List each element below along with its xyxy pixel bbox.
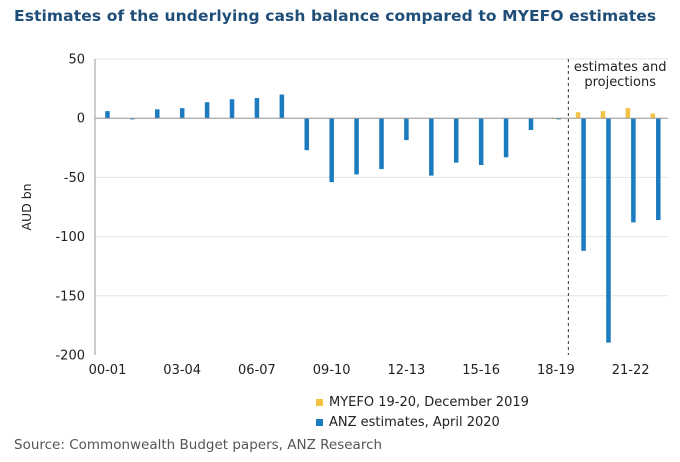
legend-item-anz: ANZ estimates, April 2020: [316, 412, 529, 432]
legend-label-myefo: MYEFO 19-20, December 2019: [329, 394, 529, 410]
legend: MYEFO 19-20, December 2019 ANZ estimates…: [316, 392, 529, 432]
bar-anz: [429, 118, 434, 176]
y-tick-label: -50: [64, 171, 85, 186]
bar-anz: [581, 118, 586, 251]
bar-myefo: [575, 112, 581, 119]
y-tick-label: -200: [55, 349, 85, 364]
bar-anz: [503, 118, 509, 158]
legend-item-myefo: MYEFO 19-20, December 2019: [316, 392, 529, 412]
bar-anz: [528, 118, 534, 131]
x-tick-label: 15-16: [462, 363, 500, 378]
y-tick-label: -100: [55, 230, 85, 245]
legend-label-anz: ANZ estimates, April 2020: [329, 414, 500, 430]
y-tick-label: 0: [77, 112, 85, 127]
bar-myefo: [650, 113, 656, 119]
y-tick-label: 50: [68, 53, 85, 68]
y-axis-label: AUD bn: [19, 183, 34, 230]
bar-anz: [478, 118, 484, 165]
bar-anz: [304, 118, 310, 151]
bar-anz: [179, 108, 185, 119]
bar-anz: [354, 118, 359, 175]
bar-anz: [656, 118, 661, 221]
bar-anz: [105, 111, 110, 119]
x-tick-label: 03-04: [163, 363, 201, 378]
bar-anz: [204, 102, 210, 119]
bar-anz: [130, 118, 135, 120]
source-note: Source: Commonwealth Budget papers, ANZ …: [14, 437, 383, 453]
bar-anz: [631, 118, 636, 223]
annotation-line-1: estimates and: [574, 60, 667, 75]
y-tick-label: -150: [55, 289, 85, 304]
bar-myefo: [625, 108, 631, 119]
bar-anz: [606, 118, 611, 343]
bar-anz: [254, 98, 260, 119]
chart-title: Estimates of the underlying cash balance…: [14, 7, 657, 25]
bar-anz: [453, 118, 459, 163]
x-tick-label: 09-10: [313, 363, 351, 378]
bar-myefo: [600, 111, 606, 119]
bar-anz: [556, 118, 561, 120]
x-tick-label: 00-01: [89, 363, 127, 378]
x-tick-label: 06-07: [238, 363, 276, 378]
bar-anz: [229, 99, 235, 119]
bar-anz: [404, 118, 409, 141]
bar-anz: [279, 94, 285, 119]
bar-anz: [329, 118, 334, 183]
legend-swatch-anz: [316, 418, 323, 426]
x-tick-label: 12-13: [388, 363, 426, 378]
annotation-line-2: projections: [584, 75, 656, 90]
bar-anz: [155, 109, 160, 119]
bar-anz: [379, 118, 384, 170]
x-tick-label: 21-22: [612, 363, 650, 378]
x-tick-label: 18-19: [537, 363, 575, 378]
legend-swatch-myefo: [316, 398, 323, 406]
